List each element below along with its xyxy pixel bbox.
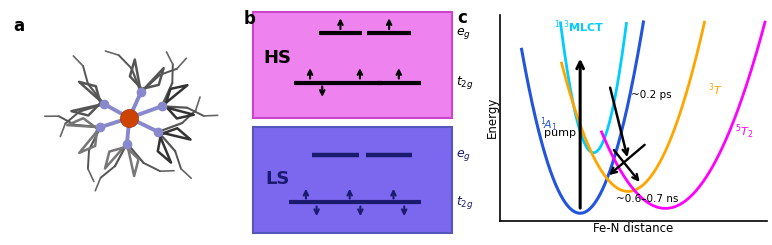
Text: $t_{2g}$: $t_{2g}$ <box>456 194 474 211</box>
Text: b: b <box>243 10 255 28</box>
Text: $^3T$: $^3T$ <box>708 81 723 98</box>
Bar <box>253 127 452 233</box>
Text: pump: pump <box>544 128 576 138</box>
Text: LS: LS <box>265 170 290 188</box>
Text: $e_g$: $e_g$ <box>456 26 471 41</box>
Text: ~0.2 ps: ~0.2 ps <box>631 90 672 100</box>
X-axis label: Fe-N distance: Fe-N distance <box>594 222 673 235</box>
Text: $e_g$: $e_g$ <box>456 148 471 163</box>
Text: c: c <box>458 9 468 26</box>
Text: $^5T_2$: $^5T_2$ <box>735 122 753 141</box>
Bar <box>253 12 452 118</box>
Text: ~0.6–0.7 ns: ~0.6–0.7 ns <box>615 194 678 204</box>
Text: $^{1,3}$MLCT: $^{1,3}$MLCT <box>554 18 604 35</box>
Text: $t_{2g}$: $t_{2g}$ <box>456 74 474 91</box>
Text: HS: HS <box>263 49 291 67</box>
Text: a: a <box>14 17 25 35</box>
Y-axis label: Energy: Energy <box>486 97 499 138</box>
Text: $^1\!A_1$: $^1\!A_1$ <box>540 115 557 134</box>
